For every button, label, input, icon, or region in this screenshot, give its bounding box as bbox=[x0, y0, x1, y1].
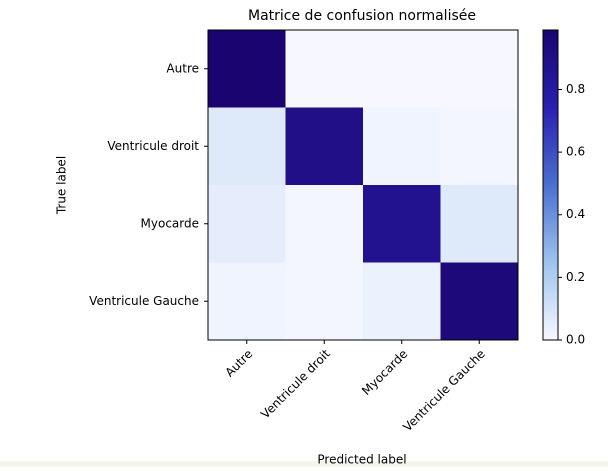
heatmap-cell bbox=[440, 185, 519, 263]
y-tick-label: Ventricule Gauche bbox=[89, 294, 199, 308]
heatmap-cell bbox=[363, 185, 441, 263]
y-tick-label: Autre bbox=[166, 61, 199, 75]
x-tick-label: Myocarde bbox=[359, 347, 410, 398]
heatmap-cell bbox=[208, 107, 286, 186]
heatmap-cell bbox=[440, 107, 519, 186]
heatmap-cell bbox=[285, 262, 364, 341]
chart-title: Matrice de confusion normalisée bbox=[248, 8, 476, 24]
x-tick-label: Ventricule droit bbox=[258, 346, 333, 421]
heatmap-cell bbox=[440, 262, 519, 341]
heatmap-cell bbox=[363, 262, 441, 341]
heatmap-cell bbox=[363, 107, 441, 186]
y-tick-label: Ventricule droit bbox=[107, 139, 199, 153]
heatmap-cell bbox=[285, 30, 364, 108]
colorbar-tick-label: 0.2 bbox=[566, 270, 585, 284]
y-axis-label: True label bbox=[55, 156, 69, 215]
x-tick-label: Autre bbox=[222, 347, 255, 380]
heatmap-cell bbox=[285, 107, 364, 186]
heatmap-cell bbox=[208, 262, 286, 341]
x-tick-label: Ventricule Gauche bbox=[400, 347, 488, 435]
colorbar-tick-label: 0.0 bbox=[566, 333, 585, 347]
colorbar bbox=[542, 29, 559, 341]
bottom-strip bbox=[0, 461, 608, 467]
heatmap-cell bbox=[285, 185, 364, 263]
x-axis-label: Predicted label bbox=[317, 453, 406, 467]
y-tick-label: Myocarde bbox=[141, 216, 199, 230]
heatmap-cell bbox=[363, 30, 441, 108]
colorbar-tick-label: 0.4 bbox=[566, 207, 585, 221]
colorbar-tick-label: 0.8 bbox=[566, 82, 585, 96]
heatmap-cell bbox=[208, 185, 286, 263]
plot-frame bbox=[207, 29, 519, 341]
colorbar-tick-label: 0.6 bbox=[566, 145, 585, 159]
heatmap-cell bbox=[208, 30, 286, 108]
heatmap-cell bbox=[440, 30, 519, 108]
